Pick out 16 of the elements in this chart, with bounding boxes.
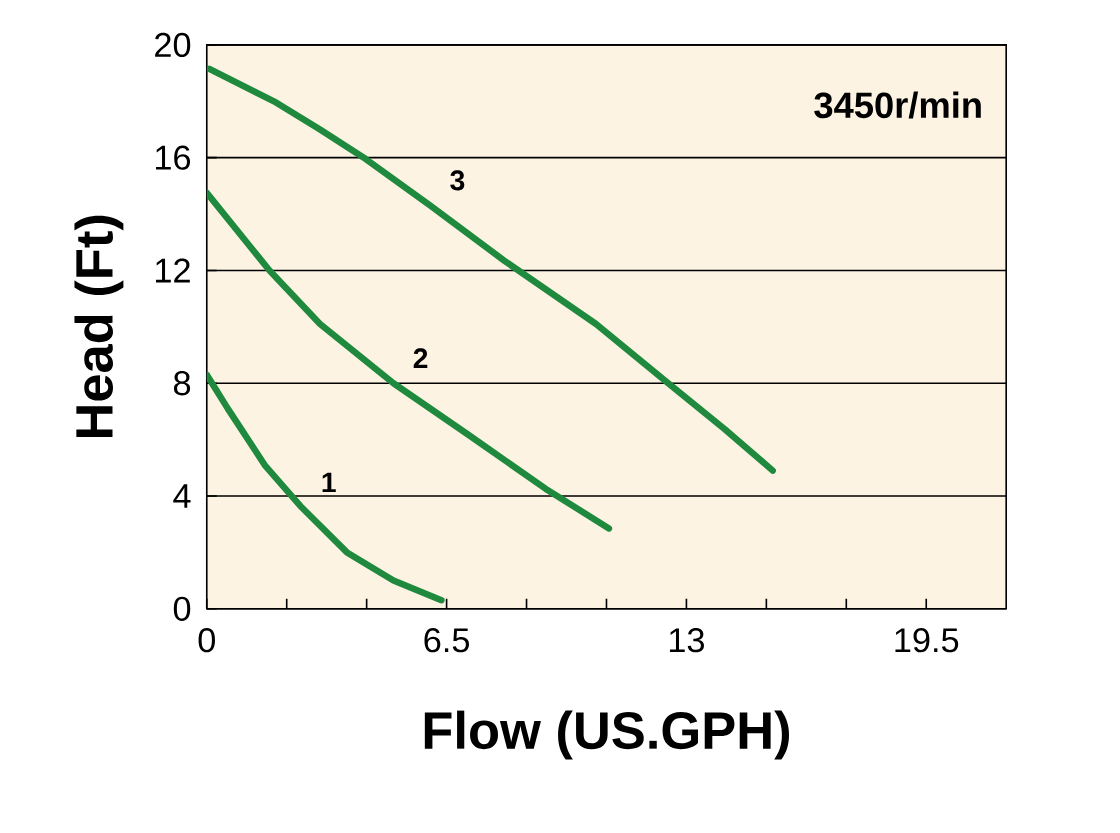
x-tick-label: 6.5 <box>424 628 469 653</box>
x-axis-title: Flow (US.GPH) <box>424 710 790 760</box>
x-tick-label: 19.5 <box>895 628 959 653</box>
y-tick-label: 20 <box>155 32 191 58</box>
y-tick-label: 4 <box>173 484 191 508</box>
x-tick-label: 13 <box>669 628 704 653</box>
y-tick-label: 16 <box>156 145 191 170</box>
x-tick-label: 0 <box>198 628 215 653</box>
series-label: 2 <box>413 348 428 369</box>
y-tick-label: 0 <box>173 596 191 622</box>
y-tick-label: 8 <box>173 371 191 396</box>
series-label: 1 <box>322 472 336 493</box>
y-axis-title: Head (Ft) <box>74 215 124 438</box>
annotation: 3450r/min <box>814 91 981 119</box>
series-label: 3 <box>450 170 465 191</box>
y-tick-label: 12 <box>156 258 190 283</box>
